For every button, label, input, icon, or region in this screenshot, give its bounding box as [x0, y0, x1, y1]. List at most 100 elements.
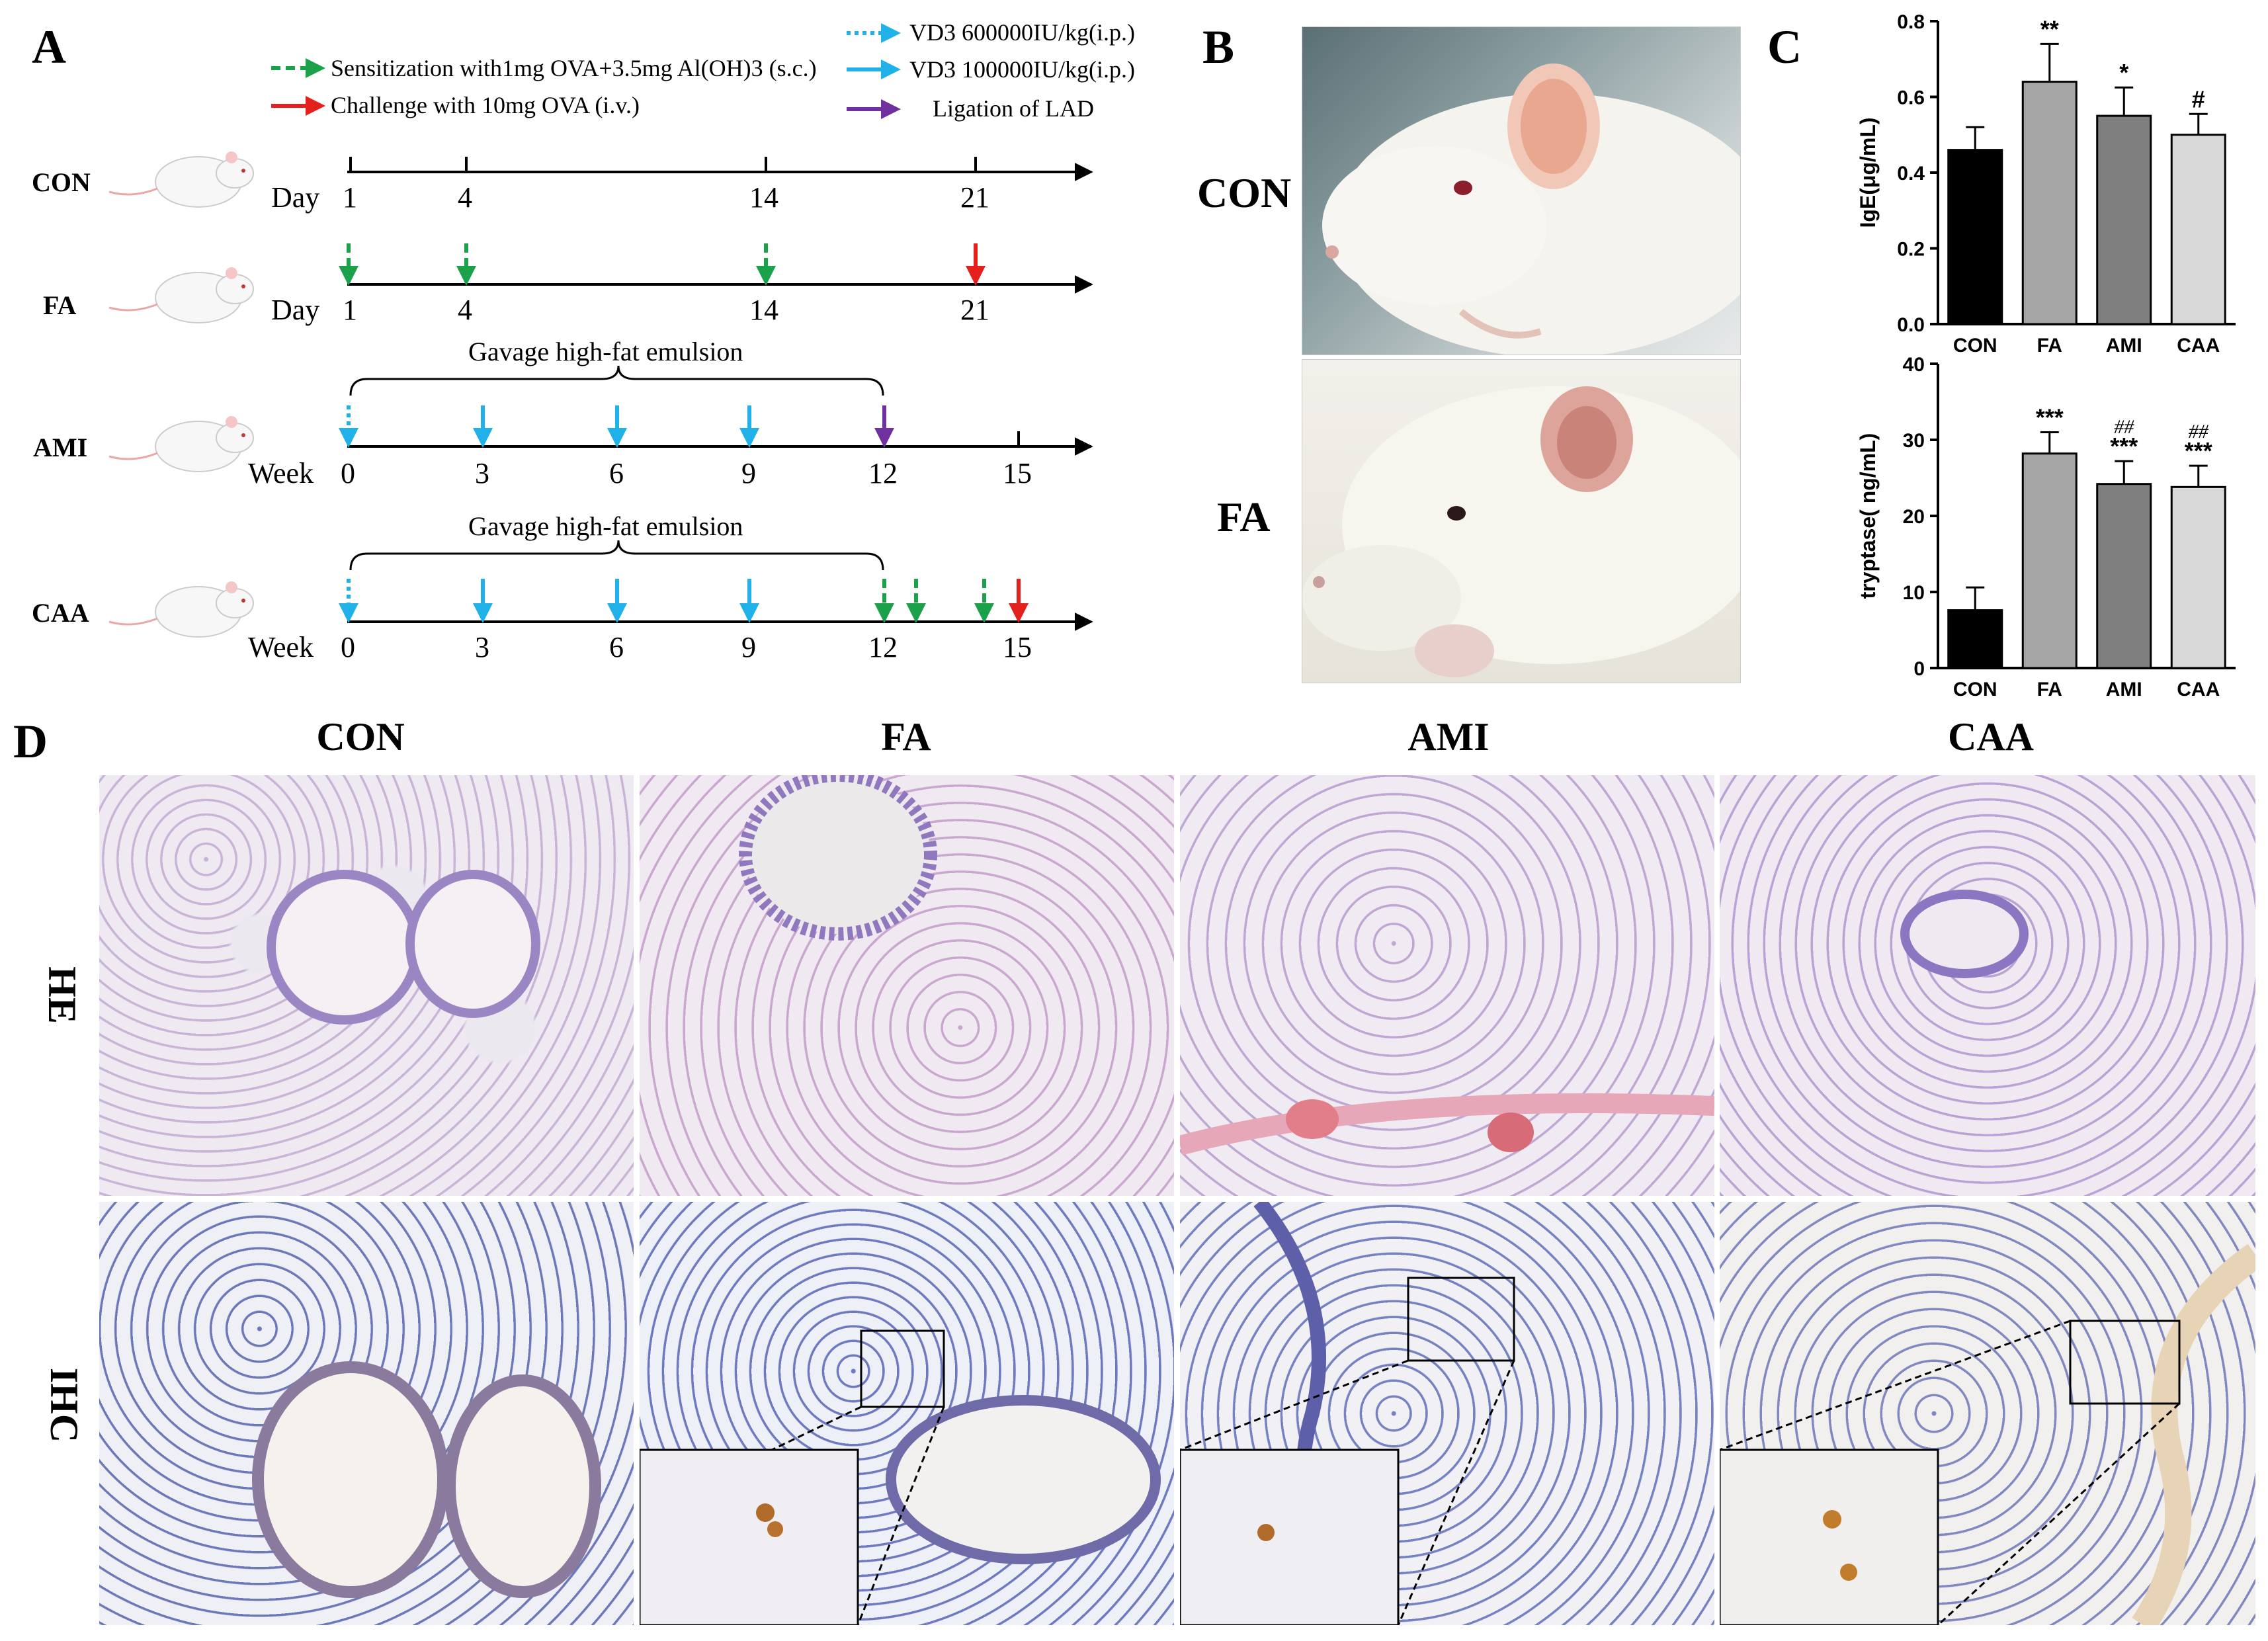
row-header-ihc: IHC	[42, 1367, 87, 1443]
rat-photo-fa	[1302, 359, 1741, 683]
timeline-figure	[108, 23, 1093, 638]
x-tick-label: FA	[2037, 679, 2062, 700]
tick-label: 4	[458, 294, 472, 326]
bar	[1947, 149, 2003, 325]
tick-label: 1	[343, 181, 357, 214]
tick-label: 9	[741, 631, 756, 663]
ihc-image-ami	[1180, 1202, 1714, 1625]
group-label-con: CON	[32, 167, 91, 197]
ige-bar-chart: 0.0 0.2 0.4 0.6 0.8 IgE(μg/mL) CON FA ** AMI * CAA #	[1856, 11, 2236, 357]
legend-ligation: Ligation of LAD	[933, 95, 1094, 122]
significance-label-2: ##	[2189, 421, 2209, 442]
y-tick-label: 10	[1903, 582, 1925, 604]
panel-label-b: B	[1202, 21, 1235, 73]
significance-label: ***	[2036, 404, 2064, 431]
column-header-fa: FA	[881, 715, 931, 759]
y-tick-label: 30	[1903, 430, 1925, 452]
unit-label-ami: Week	[248, 457, 314, 489]
ihc-image-con	[99, 1202, 634, 1625]
tick-label: 3	[475, 631, 489, 663]
x-tick-label: CON	[1953, 679, 1997, 700]
panel-label-a: A	[32, 21, 66, 73]
x-tick-label: CON	[1953, 335, 1997, 357]
group-label-caa: CAA	[32, 598, 89, 628]
brace-label-caa: Gavage high-fat emulsion	[468, 511, 743, 541]
unit-label-caa: Week	[248, 631, 314, 663]
photo-label-con: CON	[1197, 169, 1292, 216]
tick-label: 15	[1003, 631, 1032, 663]
significance-label: *	[2119, 59, 2128, 86]
tick-label: 12	[868, 457, 898, 489]
y-tick-label: 0.0	[1897, 314, 1925, 336]
unit-label-con: Day	[271, 181, 320, 214]
tick-label: 0	[341, 631, 355, 663]
bar	[2096, 483, 2152, 669]
tick-label: 3	[475, 457, 489, 489]
column-header-ami: AMI	[1407, 715, 1490, 759]
he-image-caa	[1720, 775, 2255, 1196]
bar	[2021, 81, 2078, 325]
x-tick-label: CAA	[2177, 335, 2220, 357]
significance-label: #	[2192, 85, 2205, 112]
significance-label: **	[2040, 15, 2059, 42]
bar	[2170, 485, 2226, 669]
y-tick-label: 0.4	[1897, 163, 1925, 185]
y-axis-label: IgE(μg/mL)	[1856, 117, 1880, 228]
tick-label: 0	[341, 457, 355, 489]
column-header-con: CON	[316, 715, 405, 759]
tick-label: 4	[458, 181, 472, 214]
x-tick-label: FA	[2037, 335, 2062, 357]
bar	[2170, 134, 2226, 325]
legend-vd3-low: VD3 100000IU/kg(i.p.)	[909, 56, 1135, 83]
rat-icon-ami	[108, 416, 254, 472]
tick-label: 9	[741, 457, 756, 489]
y-tick-label: 0.8	[1897, 11, 1925, 33]
bar	[1947, 609, 2003, 669]
panel-label-d: D	[13, 715, 48, 768]
brace-label-ami: Gavage high-fat emulsion	[468, 337, 743, 366]
row-header-he: HE	[40, 966, 84, 1024]
rat-icon-fa	[108, 267, 254, 323]
rat-icon-caa	[108, 581, 254, 638]
y-axis-label: tryptase( ng/mL)	[1856, 433, 1880, 599]
legend-challenge: Challenge with 10mg OVA (i.v.)	[331, 92, 640, 118]
x-tick-label: AMI	[2106, 679, 2142, 700]
rat-photo-con	[1302, 26, 1741, 355]
y-tick-label: 0.2	[1897, 239, 1925, 261]
tick-label: 1	[343, 294, 357, 326]
y-tick-label: 0.6	[1897, 87, 1925, 109]
rat-icon-con	[108, 151, 254, 208]
tick-label: 6	[609, 631, 624, 663]
panel-label-c: C	[1767, 21, 1802, 73]
y-tick-label: 40	[1903, 354, 1925, 376]
legend-vd3-high: VD3 600000IU/kg(i.p.)	[909, 19, 1135, 46]
photo-label-fa: FA	[1217, 493, 1271, 540]
column-header-caa: CAA	[1948, 715, 2034, 759]
tick-label: 12	[868, 631, 898, 663]
y-tick-label: 20	[1903, 506, 1925, 528]
group-label-fa: FA	[43, 290, 77, 320]
significance-label: ***	[2185, 437, 2212, 464]
x-tick-label: AMI	[2106, 335, 2142, 357]
tick-label: 14	[749, 181, 778, 214]
ihc-image-caa	[1720, 1202, 2255, 1625]
tick-label: 14	[749, 294, 778, 326]
x-tick-label: CAA	[2177, 679, 2220, 700]
tick-label: 21	[960, 294, 989, 326]
significance-label-2: ##	[2114, 416, 2134, 438]
y-tick-label: 0	[1913, 658, 1925, 680]
legend-sensitization: Sensitization with1mg OVA+3.5mg Al(OH)3 …	[331, 55, 817, 81]
significance-label: ***	[2110, 433, 2138, 460]
tick-label: 15	[1003, 457, 1032, 489]
ihc-image-fa	[640, 1202, 1174, 1625]
bar	[2021, 452, 2078, 669]
he-image-con	[99, 775, 634, 1196]
bar	[2096, 114, 2152, 325]
group-label-ami: AMI	[33, 433, 88, 462]
he-image-ami	[1180, 775, 1714, 1196]
unit-label-fa: Day	[271, 294, 320, 326]
tick-label: 6	[609, 457, 624, 489]
tick-label: 21	[960, 181, 989, 214]
he-image-fa	[640, 775, 1174, 1196]
